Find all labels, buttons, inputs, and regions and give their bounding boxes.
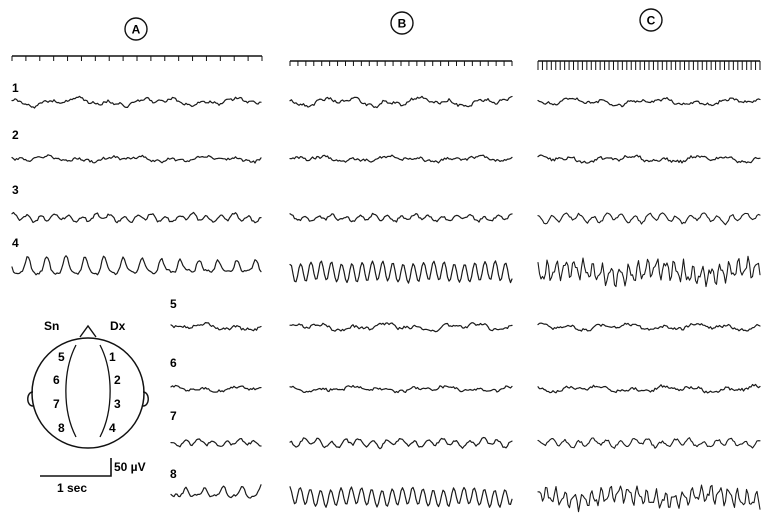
eeg-traces bbox=[11, 95, 761, 513]
electrode-label-7: 7 bbox=[53, 397, 60, 411]
channel-label-8: 8 bbox=[170, 467, 177, 481]
eeg-trace-ch5-b bbox=[289, 322, 513, 333]
left-electrode-chain bbox=[65, 344, 77, 438]
eeg-trace-ch7-a bbox=[170, 438, 262, 448]
channel-label-7: 7 bbox=[170, 409, 177, 423]
right-electrode-chain bbox=[99, 344, 111, 438]
head-diagram: Sn Dx 5 6 7 8 1 2 3 4 bbox=[27, 319, 149, 449]
panel-label-a: A bbox=[132, 23, 141, 37]
panel-circle-c bbox=[639, 8, 663, 32]
scale-voltage-label: 50 µV bbox=[114, 460, 146, 474]
electrode-label-5: 5 bbox=[58, 350, 65, 364]
electrode-label-8: 8 bbox=[58, 421, 65, 435]
eeg-trace-ch8-a bbox=[170, 484, 262, 499]
eeg-trace-ch5-c bbox=[537, 322, 761, 332]
eeg-trace-ch3-b bbox=[289, 212, 513, 223]
scale-time-label: 1 sec bbox=[57, 481, 87, 495]
panel-header-c: C bbox=[639, 8, 663, 32]
panel-label-c: C bbox=[647, 14, 656, 28]
panel-circle-b bbox=[390, 11, 414, 35]
channel-labels: 1 2 3 4 5 6 7 8 bbox=[12, 81, 177, 481]
channel-label-1: 1 bbox=[12, 81, 19, 95]
panel-circle-a bbox=[124, 17, 148, 41]
scale-bar-lines bbox=[40, 458, 112, 477]
channel-label-4: 4 bbox=[12, 236, 19, 250]
head-outline bbox=[31, 337, 145, 449]
eeg-trace-ch2-b bbox=[289, 154, 513, 164]
eeg-trace-ch2-c bbox=[537, 154, 761, 164]
nose-shape bbox=[79, 324, 97, 338]
eeg-trace-ch7-b bbox=[289, 436, 513, 450]
electrode-label-4: 4 bbox=[109, 421, 116, 435]
eeg-trace-ch6-c bbox=[537, 383, 761, 394]
channel-label-3: 3 bbox=[12, 183, 19, 197]
eeg-trace-ch4-b bbox=[289, 260, 513, 284]
eeg-trace-ch1-c bbox=[537, 96, 761, 108]
head-right-label: Dx bbox=[110, 319, 126, 333]
eeg-trace-ch3-a bbox=[11, 211, 262, 224]
eeg-trace-ch4-a bbox=[11, 255, 262, 276]
eeg-trace-ch2-a bbox=[11, 154, 262, 164]
electrode-label-1: 1 bbox=[109, 350, 116, 364]
eeg-trace-ch5-a bbox=[170, 322, 262, 332]
time-marker-rulers bbox=[11, 55, 761, 70]
scale-bar: 50 µV 1 sec bbox=[40, 458, 146, 495]
channel-label-6: 6 bbox=[170, 356, 177, 370]
eeg-trace-ch4-c bbox=[537, 255, 761, 288]
electrode-label-3: 3 bbox=[114, 397, 121, 411]
eeg-trace-ch7-c bbox=[537, 437, 761, 449]
eeg-trace-ch8-c bbox=[537, 484, 761, 513]
panel-header-b: B bbox=[390, 11, 414, 35]
panel-header-a: A bbox=[124, 17, 148, 41]
panel-label-b: B bbox=[398, 17, 407, 31]
eeg-trace-ch6-b bbox=[289, 384, 513, 394]
eeg-trace-ch1-a bbox=[11, 95, 262, 109]
channel-label-2: 2 bbox=[12, 128, 19, 142]
eeg-trace-ch8-b bbox=[289, 486, 513, 508]
eeg-trace-ch6-a bbox=[170, 384, 262, 393]
eeg-trace-ch3-c bbox=[537, 212, 761, 226]
eeg-trace-ch1-b bbox=[289, 95, 513, 109]
electrode-label-2: 2 bbox=[114, 373, 121, 387]
electrode-label-6: 6 bbox=[53, 373, 60, 387]
channel-label-5: 5 bbox=[170, 297, 177, 311]
head-left-label: Sn bbox=[44, 319, 59, 333]
